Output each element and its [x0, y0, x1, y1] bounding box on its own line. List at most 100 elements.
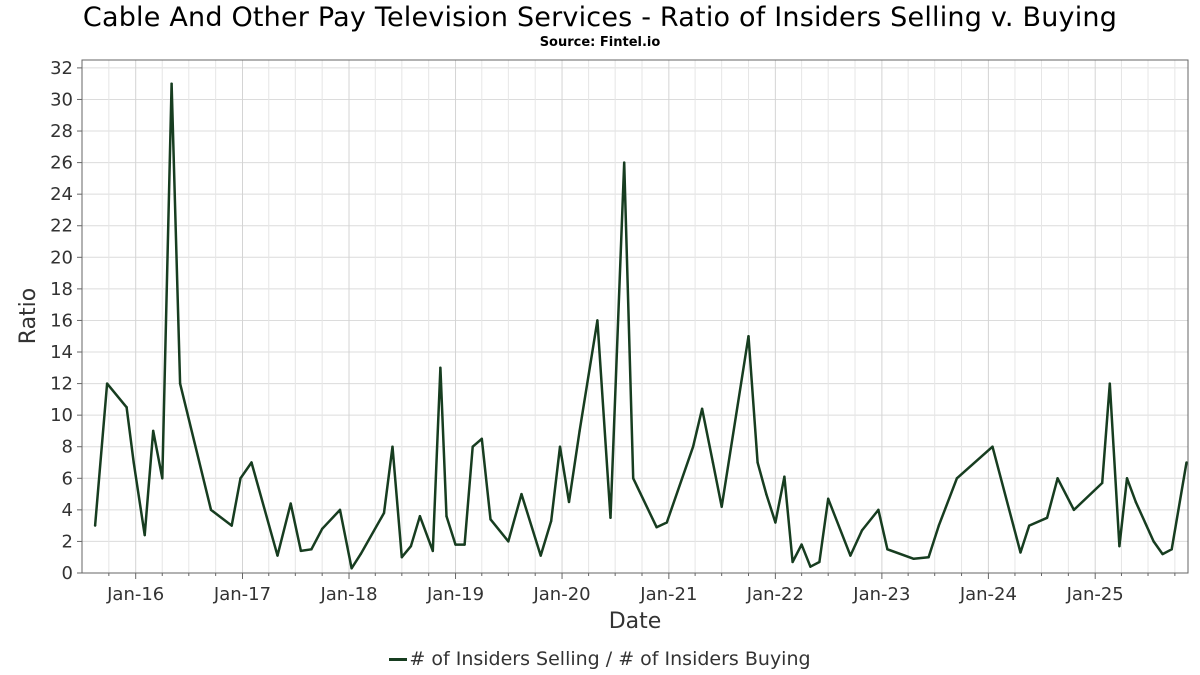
x-tick-label: Jan-19	[426, 584, 484, 605]
data-point	[310, 548, 313, 551]
y-tick-label: 24	[50, 184, 73, 205]
data-point	[338, 508, 342, 512]
data-point	[765, 492, 768, 496]
y-axis-label: Ratio	[16, 288, 41, 344]
x-tick-label: Jan-22	[746, 584, 804, 605]
data-point	[152, 429, 155, 433]
y-tick-label: 20	[50, 247, 73, 268]
series-layer	[93, 82, 1188, 570]
data-point	[299, 549, 303, 553]
data-point	[445, 514, 448, 518]
data-point	[550, 519, 553, 523]
data-point	[1028, 524, 1031, 527]
x-tick-label: Jan-21	[639, 584, 697, 605]
grid-layer	[82, 60, 1188, 574]
data-point	[860, 529, 864, 532]
data-point	[489, 518, 492, 521]
data-point	[178, 382, 182, 385]
data-point	[1101, 481, 1104, 485]
data-point	[991, 445, 994, 448]
y-tick-label: 0	[62, 563, 73, 584]
data-point	[800, 543, 803, 546]
data-point	[774, 521, 777, 524]
x-tick-label: Jan-18	[319, 584, 377, 605]
data-point	[937, 524, 940, 527]
y-tick-label: 10	[50, 405, 73, 426]
y-tick-label: 30	[50, 89, 73, 110]
y-tick-label: 32	[50, 58, 73, 79]
data-point	[480, 437, 483, 441]
data-point	[1152, 540, 1155, 543]
data-point	[927, 556, 930, 559]
y-tick-label: 22	[50, 216, 73, 237]
chart-subtitle: Source: Fintel.io	[539, 35, 661, 50]
data-point	[400, 556, 404, 559]
data-point	[720, 505, 723, 508]
y-tick-label: 2	[62, 531, 73, 552]
data-point	[665, 521, 669, 524]
data-point	[431, 549, 434, 553]
data-point	[877, 508, 880, 512]
data-point	[132, 461, 135, 464]
data-point	[230, 524, 233, 527]
data-point	[826, 497, 830, 501]
data-point	[955, 477, 959, 480]
y-tick-label: 8	[62, 437, 73, 458]
series-line	[93, 82, 1188, 570]
data-point	[418, 514, 422, 518]
data-point	[439, 366, 442, 369]
y-tick-label: 12	[50, 374, 73, 395]
data-point	[1161, 552, 1164, 556]
data-point	[623, 161, 626, 164]
data-point	[93, 524, 97, 527]
x-tick-label: Jan-24	[959, 584, 1017, 605]
data-point	[507, 540, 510, 543]
data-point	[105, 382, 109, 385]
data-point	[454, 543, 457, 546]
data-point	[1045, 516, 1049, 519]
legend-label: # of Insiders Selling / # of Insiders Bu…	[409, 648, 811, 670]
data-point	[161, 477, 164, 480]
data-point	[783, 475, 786, 478]
data-point	[886, 548, 889, 551]
x-tick-label: Jan-23	[852, 584, 910, 605]
data-point	[1056, 477, 1059, 480]
data-point	[350, 567, 353, 570]
data-point	[539, 554, 542, 557]
x-tick-label: Jan-25	[1066, 584, 1124, 605]
data-point	[791, 560, 794, 564]
data-point	[558, 445, 562, 448]
data-point	[747, 335, 750, 338]
data-point	[1134, 500, 1137, 504]
y-tick-label: 4	[62, 500, 73, 521]
data-point	[320, 527, 324, 531]
data-point	[655, 526, 658, 529]
legend: # of Insiders Selling / # of Insiders Bu…	[0, 648, 1200, 670]
data-point	[170, 82, 173, 85]
data-point	[409, 544, 413, 548]
x-tick-label: Jan-16	[106, 584, 164, 605]
data-point	[849, 554, 852, 557]
x-axis-label: Date	[609, 609, 662, 634]
y-tick-label: 18	[50, 279, 73, 300]
data-point	[691, 445, 695, 448]
data-point	[1108, 382, 1111, 385]
x-tick-label: Jan-20	[532, 584, 590, 605]
data-point	[391, 445, 394, 448]
data-point	[711, 461, 715, 464]
data-point	[1072, 508, 1076, 512]
data-point	[1118, 544, 1121, 548]
data-point	[596, 319, 599, 322]
data-point	[1019, 551, 1022, 554]
data-point	[609, 516, 612, 519]
data-point	[1170, 548, 1173, 551]
data-point	[520, 492, 523, 496]
y-tick-label: 26	[50, 153, 73, 174]
data-point	[125, 406, 128, 409]
data-point	[809, 565, 812, 568]
x-tick-label: Jan-17	[213, 584, 271, 605]
y-tick-label: 28	[50, 121, 73, 142]
data-point	[276, 554, 279, 557]
